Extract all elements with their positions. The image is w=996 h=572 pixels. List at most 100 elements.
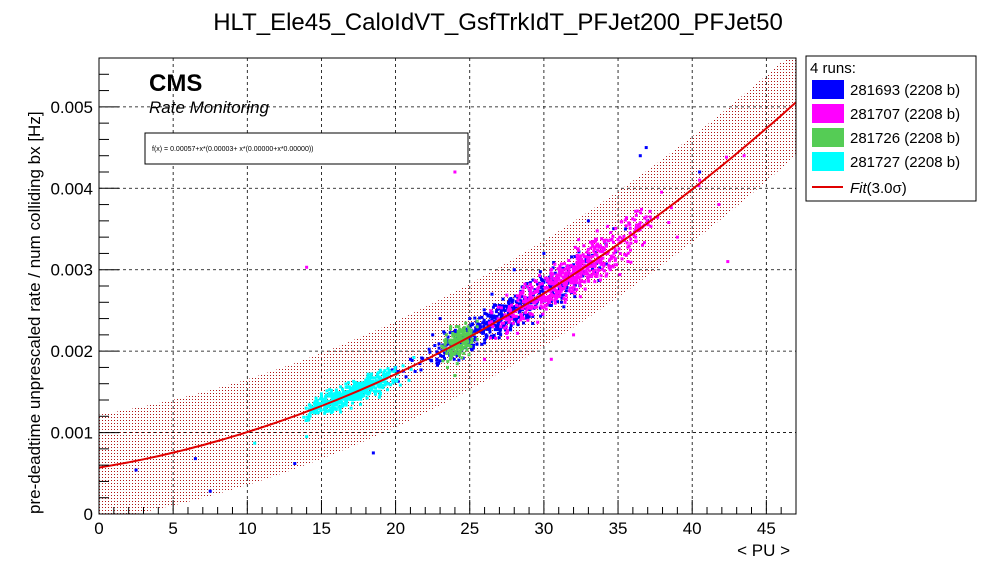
data-point xyxy=(467,328,471,332)
x-tick-label: 0 xyxy=(94,519,103,538)
data-point xyxy=(644,215,648,219)
data-point xyxy=(638,228,642,232)
data-point xyxy=(608,257,612,261)
data-point xyxy=(499,333,503,337)
data-point xyxy=(381,383,385,387)
data-point xyxy=(401,364,405,368)
data-point xyxy=(504,321,508,325)
data-point xyxy=(602,248,606,252)
data-point xyxy=(372,385,376,389)
data-point xyxy=(433,344,437,348)
data-point xyxy=(575,274,579,278)
data-point xyxy=(623,218,627,222)
data-point xyxy=(499,306,503,310)
data-point xyxy=(517,310,521,314)
data-point xyxy=(463,332,467,336)
data-point xyxy=(376,383,380,387)
data-point xyxy=(612,240,616,244)
data-point xyxy=(345,390,349,394)
data-point xyxy=(573,275,577,279)
data-point xyxy=(340,393,344,397)
data-point xyxy=(304,419,308,423)
data-point xyxy=(572,263,576,267)
legend-fit-suffix: (3.0σ) xyxy=(867,180,907,197)
data-point xyxy=(516,298,520,302)
data-point xyxy=(530,296,534,300)
data-point xyxy=(312,401,316,405)
data-point xyxy=(365,376,369,380)
data-point xyxy=(611,264,615,268)
data-point xyxy=(634,239,638,243)
data-point xyxy=(581,253,585,257)
data-point xyxy=(537,291,541,295)
data-point xyxy=(555,291,559,295)
data-point xyxy=(556,284,560,288)
data-point xyxy=(515,294,519,298)
data-point xyxy=(602,238,606,242)
data-point xyxy=(351,395,355,399)
data-point xyxy=(348,387,352,391)
data-point xyxy=(431,333,435,337)
data-point xyxy=(588,274,592,278)
data-point xyxy=(612,255,616,259)
data-point xyxy=(378,385,382,389)
data-point xyxy=(524,299,528,303)
data-point xyxy=(322,407,326,411)
data-point xyxy=(307,403,311,407)
data-point xyxy=(519,312,523,316)
data-point xyxy=(358,381,362,385)
data-point xyxy=(483,312,487,316)
data-point xyxy=(567,266,571,270)
x-tick-label: 5 xyxy=(168,519,177,538)
data-point xyxy=(462,341,466,345)
data-point xyxy=(351,393,355,397)
data-point xyxy=(556,273,560,277)
data-point xyxy=(429,358,433,362)
legend-entries: 281693 (2208 b) 281707 (2208 b) 281726 (22… xyxy=(812,80,960,171)
data-point xyxy=(697,184,701,188)
data-point xyxy=(543,276,547,280)
data-point xyxy=(508,326,512,330)
data-point xyxy=(489,334,493,338)
data-point xyxy=(597,268,601,272)
data-point xyxy=(404,375,408,379)
data-point xyxy=(376,371,380,375)
data-point xyxy=(549,300,553,304)
data-point xyxy=(606,252,610,256)
data-point xyxy=(496,326,500,330)
data-point xyxy=(626,260,630,264)
data-point xyxy=(470,337,474,341)
data-point xyxy=(472,343,476,347)
data-point xyxy=(548,284,552,288)
data-point xyxy=(317,402,321,406)
data-point xyxy=(499,327,503,331)
data-point xyxy=(609,255,613,259)
data-point xyxy=(450,350,454,354)
data-point xyxy=(512,268,516,272)
data-point xyxy=(510,300,514,304)
data-point xyxy=(449,356,453,360)
data-point xyxy=(589,255,593,259)
data-point xyxy=(468,338,472,342)
data-point xyxy=(586,275,590,279)
x-tick-label: 40 xyxy=(683,519,702,538)
data-point xyxy=(577,267,581,271)
data-point xyxy=(435,357,439,361)
data-point xyxy=(547,275,551,279)
data-point xyxy=(562,287,566,291)
data-point xyxy=(593,245,597,249)
data-point xyxy=(565,285,569,289)
data-point xyxy=(638,154,642,158)
data-point xyxy=(377,375,381,379)
data-point xyxy=(526,313,530,317)
data-point xyxy=(458,327,462,331)
data-point xyxy=(331,393,335,397)
data-point xyxy=(638,225,642,229)
data-point xyxy=(451,345,455,349)
data-point xyxy=(517,315,521,319)
data-point xyxy=(623,227,627,231)
data-point xyxy=(604,238,608,242)
data-point xyxy=(549,357,553,361)
data-point xyxy=(544,307,548,311)
data-point xyxy=(575,261,579,265)
